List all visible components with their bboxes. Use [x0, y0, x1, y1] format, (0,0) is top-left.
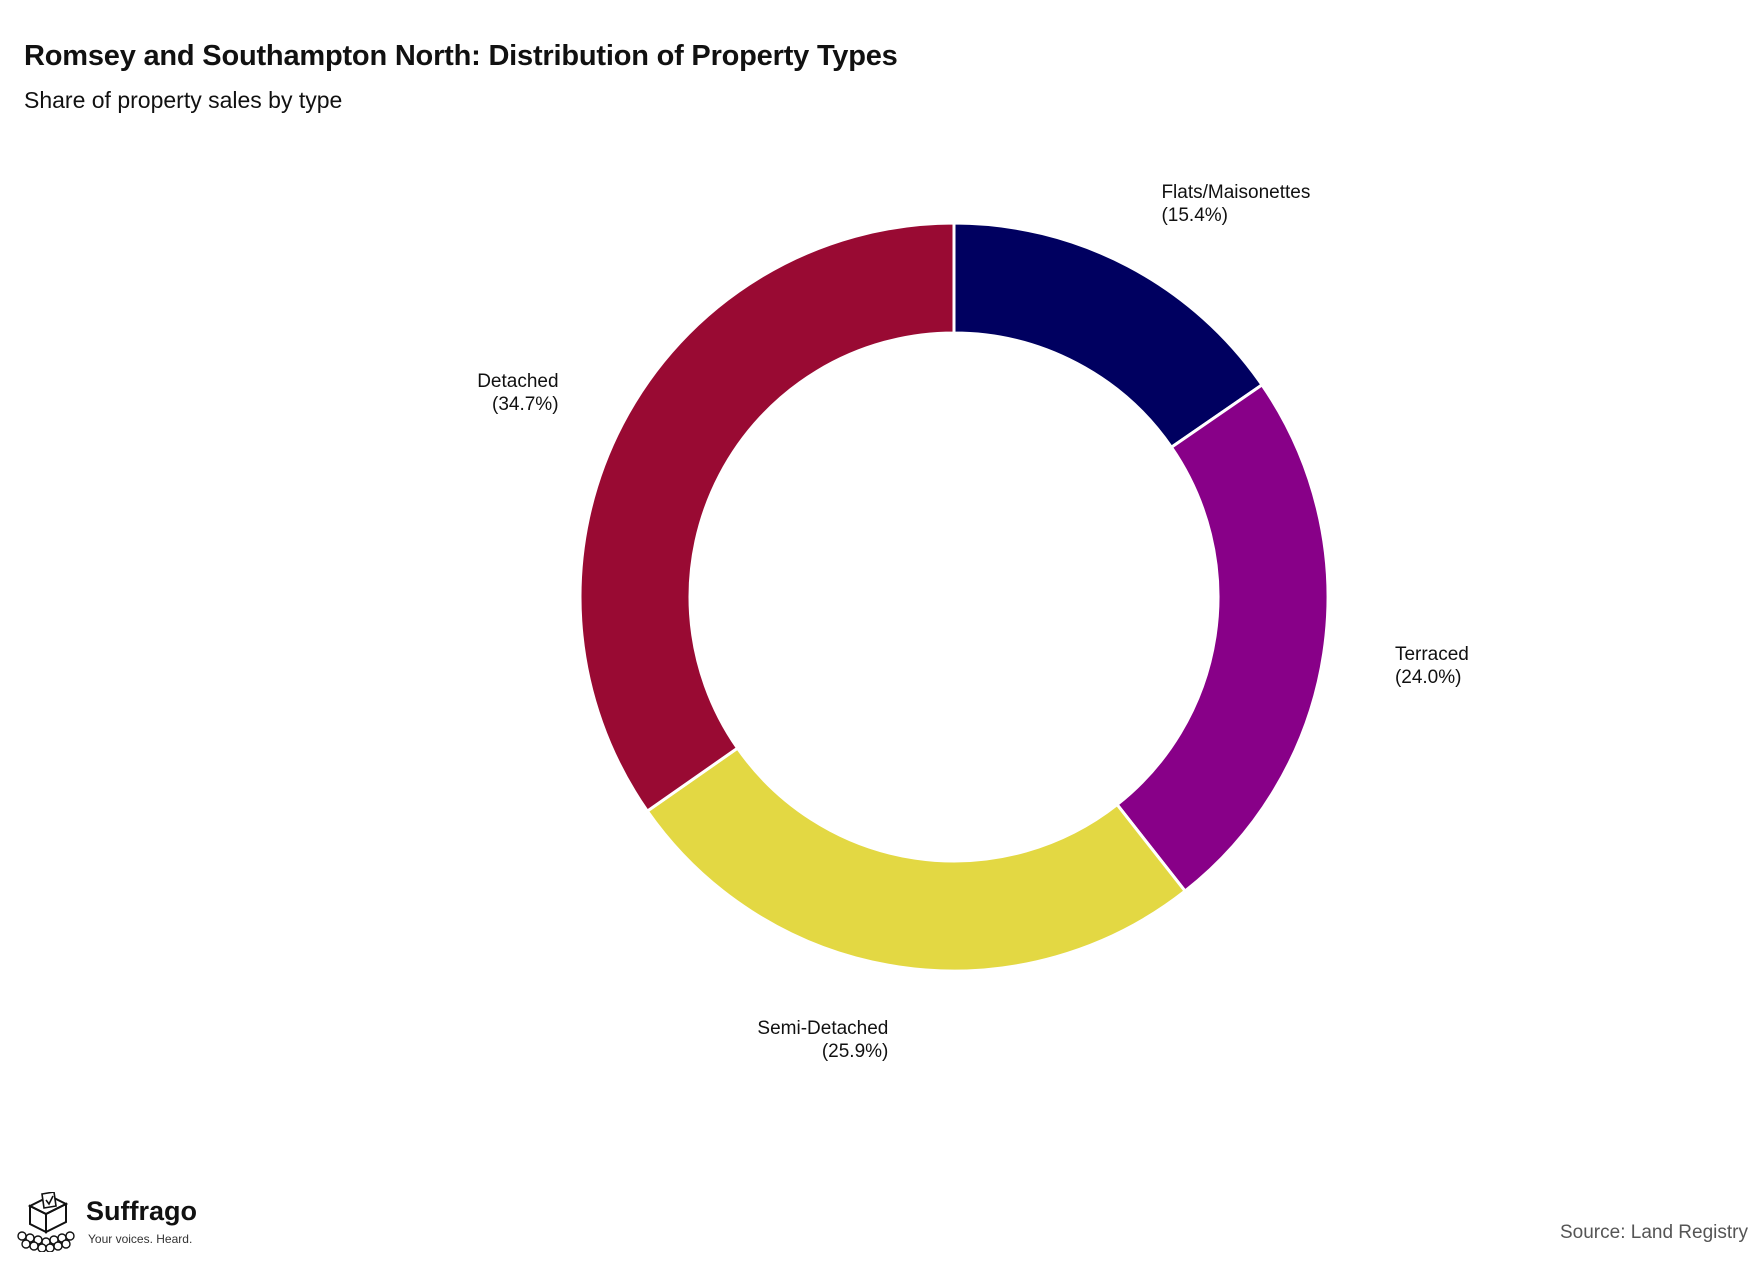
- ballot-box-icon: [17, 1192, 75, 1252]
- chart-title: Romsey and Southampton North: Distributi…: [24, 40, 898, 72]
- slice-name: Terraced: [1395, 644, 1469, 665]
- slice-detached: [578, 221, 956, 814]
- donut-labels: Flats/Maisonettes (15.4%) Terraced (24.0%) S…: [477, 182, 1469, 1062]
- slice-percent: (34.7%): [492, 394, 559, 415]
- slice-flats-maisonettes: [952, 221, 1265, 450]
- slice-label-semi-detached: Semi-Detached (25.9%): [757, 1018, 888, 1062]
- source-note: Source: Land Registry: [1560, 1222, 1748, 1243]
- brand-logo: Suffrago Your voices. Heard.: [16, 1192, 216, 1252]
- chart-subtitle: Share of property sales by type: [24, 87, 343, 113]
- brand-tagline: Your voices. Heard.: [88, 1232, 193, 1246]
- slice-label-flats-maisonettes: Flats/Maisonettes (15.4%): [1161, 182, 1310, 226]
- slice-semi-detached: [645, 746, 1188, 973]
- slice-label-terraced: Terraced (24.0%): [1395, 644, 1469, 688]
- donut-slices: [578, 221, 1330, 973]
- slice-percent: (15.4%): [1161, 205, 1228, 226]
- slice-percent: (24.0%): [1395, 667, 1462, 688]
- slice-name: Semi-Detached: [757, 1018, 888, 1039]
- brand-name: Suffrago: [86, 1196, 197, 1226]
- slice-terraced: [1115, 382, 1330, 894]
- slice-percent: (25.9%): [822, 1041, 889, 1062]
- slice-label-detached: Detached (34.7%): [477, 371, 558, 415]
- slice-name: Detached: [477, 371, 558, 392]
- slice-name: Flats/Maisonettes: [1161, 182, 1310, 203]
